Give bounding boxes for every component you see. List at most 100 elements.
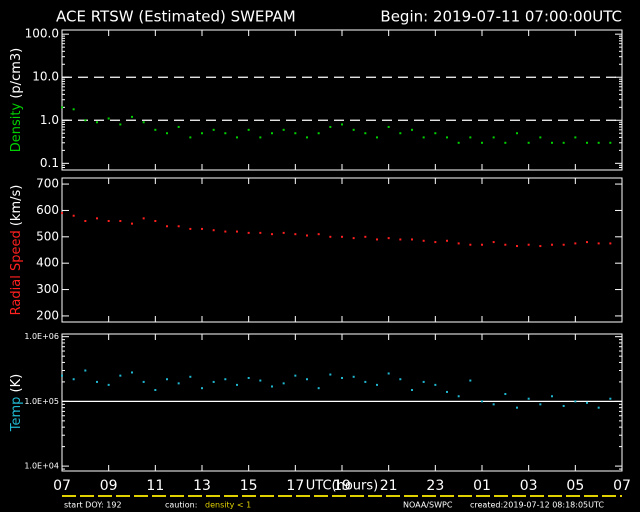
data-point	[96, 380, 98, 383]
data-point	[527, 243, 530, 246]
x-tick-label: 21	[380, 478, 398, 494]
data-point	[259, 231, 262, 234]
data-point	[247, 376, 250, 379]
data-point	[387, 372, 390, 375]
x-tick-label: 03	[520, 478, 538, 494]
data-point	[481, 400, 483, 403]
y-tick-label: 1.0E+05	[24, 397, 59, 406]
data-point	[376, 383, 378, 386]
data-point	[586, 241, 588, 244]
data-point	[236, 230, 238, 233]
data-point	[282, 231, 285, 234]
data-point	[154, 219, 157, 222]
data-point	[317, 132, 320, 135]
y-axis-label-name: Density	[9, 102, 24, 152]
data-point	[516, 406, 518, 409]
data-point	[434, 132, 437, 135]
data-point	[166, 132, 168, 135]
data-point	[481, 243, 483, 246]
data-point	[411, 388, 413, 391]
data-point	[562, 243, 565, 246]
data-point	[84, 219, 87, 222]
data-point	[352, 375, 355, 378]
data-point	[422, 380, 425, 383]
y-tick-label: 1.0	[40, 113, 59, 127]
data-point	[282, 128, 285, 131]
data-point	[376, 238, 378, 241]
data-point	[352, 237, 355, 240]
data-point	[364, 235, 367, 238]
data-point	[271, 233, 273, 236]
data-point	[329, 373, 332, 376]
data-point	[504, 141, 507, 144]
data-point	[271, 132, 273, 135]
data-point	[586, 401, 588, 404]
data-point	[236, 136, 238, 139]
data-point	[551, 395, 553, 398]
data-point	[469, 243, 472, 246]
x-tick-label: 23	[426, 478, 444, 494]
y-tick-label: 10.0	[32, 70, 59, 84]
x-tick-label: 17	[286, 478, 304, 494]
data-point	[224, 378, 227, 381]
data-point	[154, 388, 157, 391]
x-tick-label: 07	[613, 478, 631, 494]
data-point	[189, 375, 192, 378]
data-point	[294, 374, 297, 377]
y-axis-label-unit: (p/cm3)	[9, 48, 24, 99]
data-point	[212, 128, 215, 131]
caution: caution:	[165, 501, 197, 510]
caution-note: density < 1	[205, 501, 251, 510]
data-point	[107, 117, 110, 120]
source: NOAA/SWPC	[403, 501, 453, 510]
y-tick-label: 200	[36, 308, 59, 322]
data-point	[562, 404, 565, 407]
data-point	[96, 121, 98, 124]
data-point	[72, 108, 75, 111]
data-point	[201, 387, 203, 390]
data-point	[177, 382, 180, 385]
data-point	[142, 217, 145, 220]
data-point	[469, 136, 472, 139]
data-point	[96, 217, 98, 220]
data-point	[457, 242, 460, 245]
y-tick-label: 700	[36, 177, 59, 191]
data-point	[434, 241, 437, 244]
begin-time: Begin: 2019-07-11 07:00:00UTC	[380, 8, 622, 26]
x-tick-label: 11	[146, 478, 164, 494]
y-axis-label-unit: (km/s)	[9, 185, 24, 227]
y-tick-label: 100.0	[25, 27, 59, 41]
data-point	[119, 219, 122, 222]
y-axis-label: Radial Speed (km/s)	[9, 185, 24, 316]
data-point	[84, 119, 87, 122]
data-point	[131, 115, 133, 118]
data-point	[72, 378, 75, 381]
y-tick-label: 400	[36, 256, 59, 270]
data-point	[341, 123, 343, 126]
data-point	[422, 136, 425, 139]
data-point	[364, 380, 367, 383]
panel-frame	[61, 333, 623, 472]
y-axis-label-unit: (K)	[9, 374, 24, 393]
data-point	[492, 136, 495, 139]
data-point	[352, 128, 355, 131]
data-point	[574, 242, 577, 245]
data-point	[376, 136, 378, 139]
y-tick-label: 300	[36, 282, 59, 296]
data-point	[317, 387, 320, 390]
x-tick-label: 07	[53, 478, 71, 494]
created: created:2019-07-12 08:18:05UTC	[470, 501, 604, 510]
panel-frame	[61, 29, 623, 171]
data-point	[504, 393, 507, 396]
data-point	[282, 382, 285, 385]
data-point	[446, 136, 448, 139]
data-point	[177, 225, 180, 228]
data-point	[306, 234, 308, 237]
y-axis-label: Density (p/cm3)	[9, 48, 24, 152]
data-point	[597, 406, 600, 409]
data-point	[107, 383, 110, 386]
data-point	[399, 132, 402, 135]
y-axis-label-name: Radial Speed	[9, 230, 24, 315]
data-point	[61, 374, 63, 377]
data-point	[387, 125, 390, 128]
